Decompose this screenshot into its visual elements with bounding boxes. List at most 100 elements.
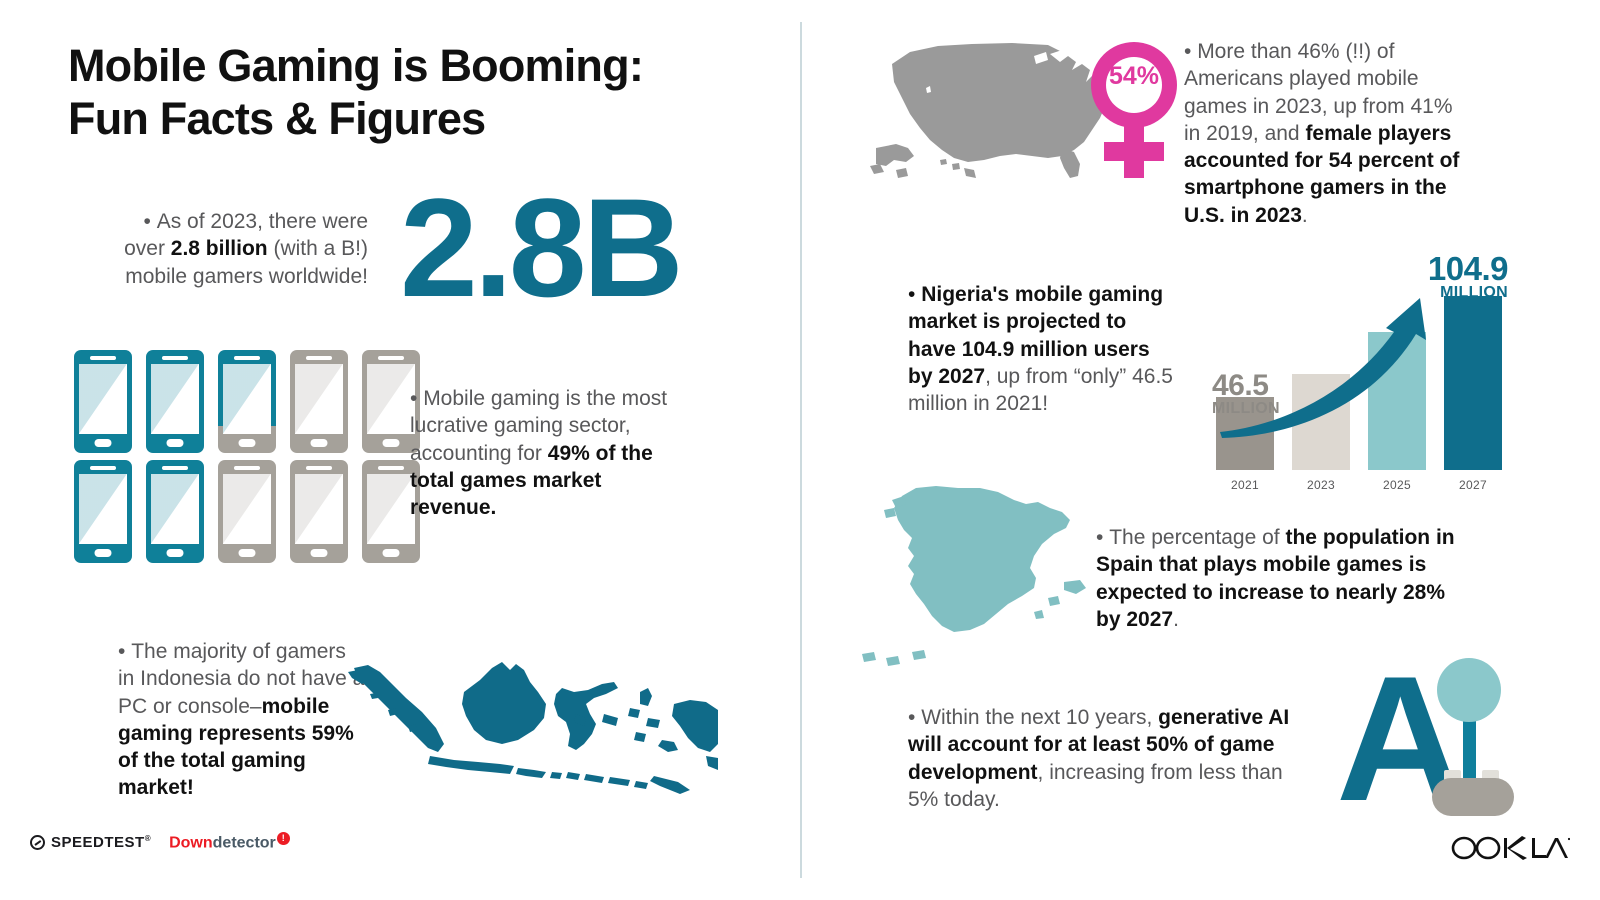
- downdetector-detector: detector: [212, 834, 276, 852]
- bullet-us-post: .: [1301, 203, 1308, 227]
- bullet-28b-post: (with a B!) mobile gamers worldwide!: [125, 237, 368, 288]
- phone-home-button-icon: [166, 439, 184, 447]
- chart-label-2027-unit: MILLION: [1440, 283, 1508, 301]
- phone-home-button-icon: [94, 549, 112, 557]
- phone-screen: [223, 364, 271, 434]
- female-symbol-icon: [1091, 42, 1177, 178]
- phone-icon-2: [146, 350, 204, 453]
- big-stat-2-8b: 2.8B: [400, 169, 684, 326]
- bullet-dot: •: [410, 387, 424, 410]
- phone-home-button-icon: [310, 439, 328, 447]
- phone-screen: [295, 364, 343, 434]
- phone-speaker-icon: [234, 466, 260, 470]
- bullet-49-percent: • Mobile gaming is the most lucrative ga…: [410, 385, 690, 521]
- column-divider: [800, 22, 802, 878]
- bullet-indonesia-bold: mobile gaming represents 59% of the tota…: [118, 694, 354, 800]
- speedometer-icon: [30, 834, 45, 850]
- chart-label-2027: 104.9 MILLION: [1427, 249, 1509, 301]
- phone-screen: [223, 474, 271, 544]
- bullet-nigeria-post: , up from “only” 46.5 million in 2021!: [908, 364, 1173, 416]
- bullet-dot: •: [143, 210, 157, 233]
- speedtest-logo: SPEEDTEST®: [30, 834, 151, 851]
- chart-label-2021: 46.5 MILLION: [1212, 368, 1280, 417]
- bullet-indonesia: • The majority of gamers in Indonesia do…: [118, 638, 368, 802]
- phone-speaker-icon: [306, 466, 332, 470]
- nigeria-bar-chart: 2021 2023 2025 2027 46.5 MILLION 104.9 M…: [1208, 236, 1509, 496]
- chart-bar-2027: 2027: [1444, 296, 1502, 492]
- bullet-spain: • The percentage of the population in Sp…: [1096, 524, 1466, 633]
- page-title: Mobile Gaming is Booming: Fun Facts & Fi…: [68, 40, 768, 145]
- bullet-ai-pre: Within the next 10 years,: [921, 706, 1159, 729]
- phone-home-button-icon: [166, 549, 184, 557]
- phone-home-button-icon: [310, 549, 328, 557]
- phone-icon-4: [290, 350, 348, 453]
- phone-icon-8: [218, 460, 276, 563]
- bullet-dot: •: [118, 640, 132, 663]
- bullet-us-stats: • More than 46% (!!) of Americans played…: [1184, 38, 1474, 229]
- phone-speaker-icon: [90, 466, 116, 470]
- bullet-ai-bold: generative AI will account for at least …: [908, 706, 1290, 784]
- phone-icon-1: [74, 350, 132, 453]
- bullet-2-8-billion: • As of 2023, there were over 2.8 billio…: [108, 208, 368, 290]
- phone-icon-6: [74, 460, 132, 563]
- phone-icon-5: [362, 350, 420, 453]
- chart-xtick-2025: 2025: [1383, 478, 1411, 492]
- phone-speaker-icon: [234, 356, 260, 360]
- phone-speaker-icon: [378, 466, 404, 470]
- female-badge-percent: 54%: [1108, 62, 1160, 90]
- indonesia-map-icon: [348, 662, 718, 794]
- phone-speaker-icon: [378, 356, 404, 360]
- bullet-dot: •: [1096, 526, 1110, 549]
- bullet-dot: •: [1184, 40, 1198, 63]
- chart-label-2027-value: 104.9: [1427, 249, 1509, 287]
- phone-screen: [79, 474, 127, 544]
- chart-label-2021-value: 46.5: [1212, 368, 1269, 402]
- ai-joystick-logo-icon: A: [1336, 648, 1514, 818]
- phone-screen: [367, 364, 415, 434]
- phones-pictogram: [74, 350, 422, 565]
- chart-xtick-2023: 2023: [1307, 478, 1335, 492]
- spain-map-icon: [862, 486, 1086, 666]
- speedtest-trademark: ®: [144, 833, 152, 843]
- ookla-logo: [1451, 836, 1570, 860]
- phone-home-button-icon: [238, 549, 256, 557]
- downdetector-alert-badge-icon: !: [276, 832, 290, 845]
- speedtest-wordmark: SPEEDTEST: [51, 833, 145, 851]
- bullet-dot: •: [908, 706, 922, 729]
- bullet-generative-ai: • Within the next 10 years, generative A…: [908, 704, 1298, 813]
- bullet-spain-bold: the population in Spain that plays mobil…: [1096, 526, 1455, 631]
- bullet-ai-post: , increasing from less than 5% today.: [908, 760, 1283, 811]
- bullet-nigeria-bold: Nigeria's mobile gaming market is projec…: [908, 283, 1164, 388]
- bullet-us-bold: female players accounted for 54 percent …: [1184, 121, 1460, 227]
- bullet-49-pre: Mobile gaming is the most lucrative gami…: [410, 387, 668, 465]
- phone-icon-10: [362, 460, 420, 563]
- phone-screen: [151, 364, 199, 434]
- bullet-spain-pre: The percentage of: [1109, 526, 1286, 549]
- bullet-28b-pre: As of 2023, there were over: [124, 210, 368, 261]
- bullet-28b-bold: 2.8 billion: [170, 237, 268, 261]
- bullet-indonesia-pre: The majority of gamers in Indonesia do n…: [118, 640, 365, 718]
- phone-home-button-icon: [238, 439, 256, 447]
- phone-speaker-icon: [162, 466, 188, 470]
- bullet-nigeria: • Nigeria's mobile gaming market is proj…: [908, 281, 1178, 417]
- usa-map-icon: [870, 43, 1130, 178]
- phone-home-button-icon: [382, 549, 400, 557]
- phone-icon-7: [146, 460, 204, 563]
- bullet-dot: •: [908, 283, 922, 306]
- footer-logos-left: SPEEDTEST® Downdetector!: [30, 832, 290, 852]
- phone-screen: [295, 474, 343, 544]
- bullet-spain-post: .: [1173, 607, 1179, 631]
- chart-xtick-2027: 2027: [1459, 478, 1487, 492]
- chart-label-2021-unit: MILLION: [1212, 399, 1280, 417]
- phone-home-button-icon: [382, 439, 400, 447]
- chart-bar-2023: 2023: [1292, 374, 1350, 492]
- downdetector-logo: Downdetector!: [169, 832, 290, 852]
- phone-speaker-icon: [162, 356, 188, 360]
- page-title-line-1: Mobile Gaming is Booming:: [68, 40, 644, 91]
- phone-icon-3-partial: [218, 350, 276, 453]
- phone-speaker-icon: [306, 356, 332, 360]
- phone-screen: [367, 474, 415, 544]
- chart-bar-2025: 2025: [1368, 332, 1426, 492]
- phone-screen: [79, 364, 127, 434]
